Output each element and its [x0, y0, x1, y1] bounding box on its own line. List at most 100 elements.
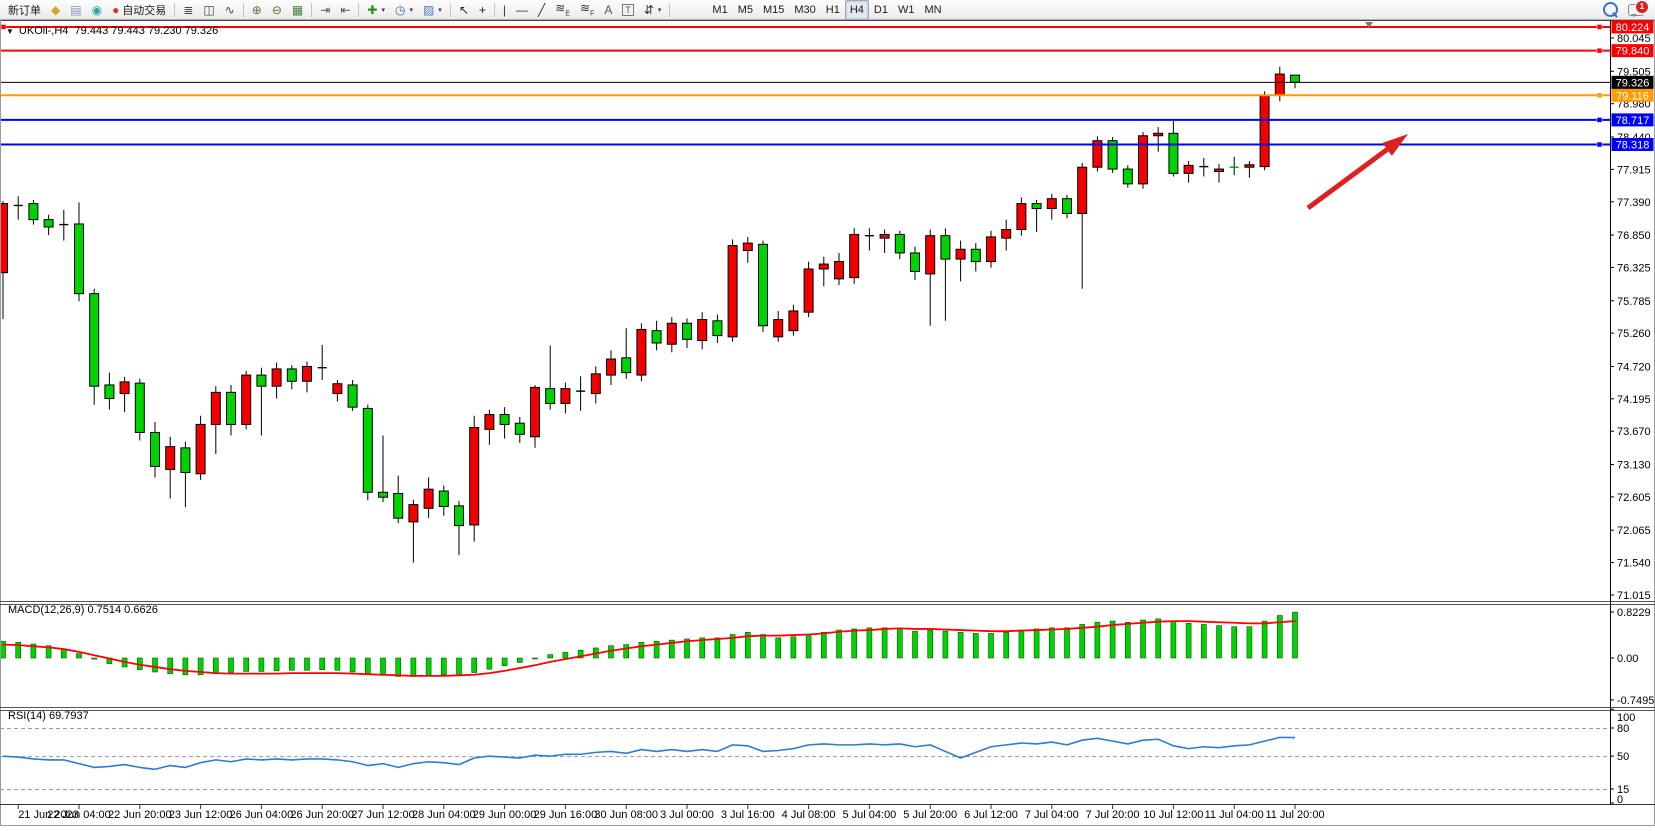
rsi-tick-label: 50 — [1617, 751, 1629, 763]
new-order-button[interactable]: 新订单 — [3, 0, 46, 20]
auto-trading-button[interactable]: ● 自动交易 — [107, 0, 171, 20]
arrows-icon-caret-icon[interactable]: ▾ — [657, 6, 662, 14]
right-offset-marker[interactable] — [1365, 22, 1373, 28]
macd-histogram-bar — [1231, 626, 1237, 659]
text-icon: A — [604, 2, 613, 17]
candle — [1107, 140, 1118, 170]
macd-histogram-bar — [836, 629, 842, 659]
timeframe-m15-label: M15 — [762, 3, 785, 16]
symbol-dropdown-icon[interactable]: ▼ — [6, 26, 14, 36]
candle — [1062, 198, 1072, 214]
notifications-icon[interactable]: 1 — [1628, 0, 1649, 17]
time-tick-label: 26 Jun 20:00 — [290, 809, 354, 821]
hline-handle-right[interactable] — [1596, 117, 1603, 123]
macd-histogram-bar — [957, 631, 964, 659]
hline-handle-right[interactable] — [1596, 141, 1603, 148]
timeframe-m1[interactable]: M1 — [707, 0, 732, 20]
candle — [347, 384, 358, 408]
candle — [955, 248, 966, 260]
macd-histogram-bar — [760, 634, 766, 659]
price-tick-label: 72.605 — [1617, 492, 1651, 504]
candle — [697, 319, 708, 342]
candle — [742, 242, 753, 251]
hline-handle-right[interactable] — [1596, 47, 1603, 54]
marker-icon[interactable]: ◆ — [46, 0, 65, 20]
timeframe-w1[interactable]: W1 — [893, 0, 920, 20]
toolbar-separator — [493, 2, 495, 17]
macd-histogram-bar — [45, 645, 52, 659]
candle — [803, 268, 814, 313]
horizontal-line-icon[interactable]: — — [511, 0, 533, 20]
arrows-icon[interactable]: ⇵ ▾ — [639, 0, 667, 20]
rsi-tick-label: 100 — [1617, 712, 1635, 724]
crosshair-icon[interactable]: + — [474, 0, 491, 20]
hline-handle-right[interactable] — [1596, 92, 1603, 99]
candle — [499, 414, 510, 425]
periods-button[interactable]: ◷ ▾ — [390, 0, 418, 20]
hline-handle-right[interactable] — [1596, 24, 1603, 30]
macd-histogram-bar — [243, 657, 249, 672]
vertical-line-icon[interactable]: | — [498, 0, 511, 20]
candle — [393, 493, 404, 519]
fibonacci-icon[interactable]: ≋F — [575, 0, 599, 20]
macd-histogram-bar — [440, 657, 447, 676]
equidistant-channel-icon[interactable]: ≋E — [550, 0, 575, 20]
zoom-out-icon[interactable]: ⊖ — [267, 0, 287, 20]
macd-histogram-bar — [91, 657, 97, 660]
candle — [1001, 229, 1012, 239]
macd-tick-label: 0.8229 — [1617, 607, 1651, 619]
timeframe-d1[interactable]: D1 — [869, 0, 893, 20]
trendline-icon: ╱ — [538, 2, 546, 17]
toolbar-separator — [311, 2, 313, 17]
time-tick-label: 6 Jul 12:00 — [964, 809, 1018, 821]
macd-axis[interactable]: 0.8229 0.00 -0.7495 — [1610, 607, 1654, 707]
macd-histogram-bar — [729, 634, 736, 659]
price-badge-text: 79.840 — [1616, 46, 1650, 58]
candle — [590, 373, 601, 395]
trend-arrow-head[interactable] — [1382, 134, 1408, 156]
tile-windows-icon[interactable]: ▦ — [287, 0, 308, 20]
timeframe-h4[interactable]: H4 — [844, 0, 869, 20]
signals-icon[interactable]: ◉ — [87, 0, 107, 20]
bar-chart-icon[interactable]: ≣ — [178, 0, 198, 20]
periods-button-caret-icon[interactable]: ▾ — [409, 6, 413, 14]
candlestick-chart-icon[interactable]: ◫ — [198, 0, 219, 20]
text-icon[interactable]: A — [599, 0, 617, 20]
indicators-button[interactable]: ✚ ▾ — [362, 0, 390, 20]
price-axis[interactable]: 80.04579.50578.98078.44077.91577.39076.8… — [1610, 20, 1654, 602]
auto-scroll-icon[interactable]: ⇥ — [315, 0, 335, 20]
timeframe-m5[interactable]: M5 — [733, 0, 758, 20]
timeframe-mn[interactable]: MN — [919, 0, 946, 20]
macd-histogram-bar — [60, 648, 67, 659]
indicators-button-caret-icon[interactable]: ▾ — [381, 6, 385, 14]
trend-arrow[interactable] — [1306, 134, 1408, 211]
templates-button-caret-icon[interactable]: ▾ — [438, 6, 442, 14]
timeframe-m30[interactable]: M30 — [789, 0, 820, 20]
timeframe-h1[interactable]: H1 — [821, 0, 845, 20]
trendline-icon[interactable]: ╱ — [533, 0, 550, 20]
cursor-icon[interactable]: ↖ — [454, 0, 474, 20]
text-label-icon[interactable]: T — [617, 0, 639, 20]
time-tick-label: 29 Jun 16:00 — [534, 809, 598, 821]
depth-of-market-icon[interactable]: ▤ — [65, 0, 86, 20]
macd-histogram-bar — [1246, 626, 1253, 659]
search-icon[interactable] — [1603, 2, 1618, 17]
zoom-in-icon[interactable]: ⊕ — [247, 0, 267, 20]
price-tick-label: 72.065 — [1617, 525, 1651, 537]
timeframe-m15[interactable]: M15 — [758, 0, 789, 20]
timeframe-h4-label: H4 — [849, 3, 864, 16]
candle — [1153, 132, 1164, 137]
line-chart-icon[interactable]: ∿ — [220, 0, 240, 20]
chart-shift-icon[interactable]: ⇤ — [335, 0, 355, 20]
candle — [1046, 198, 1057, 210]
symbol-title[interactable]: ▼ UKOil-,H4 79.443 79.443 79.230 79.326 — [6, 25, 218, 37]
toolbar-separator — [449, 2, 451, 17]
templates-button[interactable]: ▨ ▾ — [418, 0, 447, 20]
macd-histogram-bar — [1003, 631, 1010, 659]
trend-arrow-shaft[interactable] — [1306, 147, 1389, 211]
candle — [834, 261, 844, 280]
